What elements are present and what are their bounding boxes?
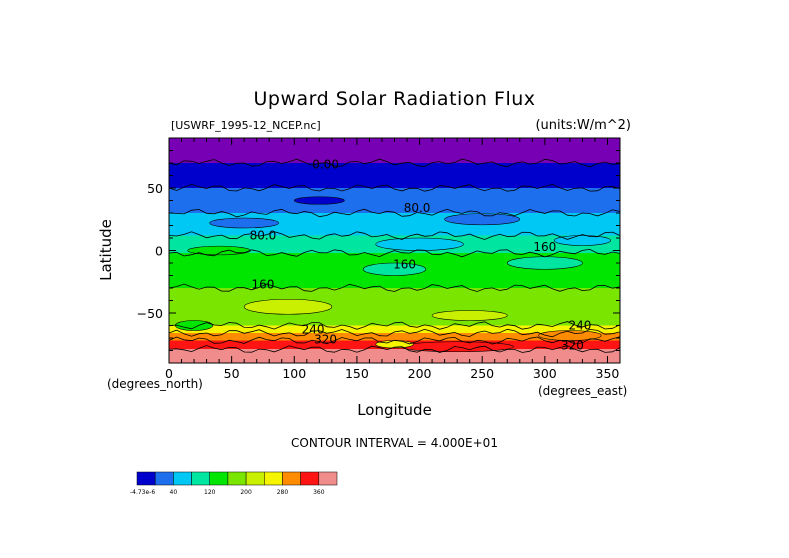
zonal-band bbox=[169, 333, 620, 341]
contour-line bbox=[169, 183, 620, 192]
contour-feature bbox=[293, 196, 345, 205]
contour-line bbox=[169, 283, 620, 292]
contour-feature bbox=[243, 298, 333, 315]
colorbar-segment bbox=[191, 471, 210, 486]
contour-line bbox=[169, 248, 620, 258]
contour-feature bbox=[553, 235, 611, 246]
x-tick-label: 100 bbox=[282, 366, 306, 381]
contour-label: 320 bbox=[561, 339, 584, 353]
colorbar-segment bbox=[318, 471, 338, 486]
colorbar-segment bbox=[173, 471, 192, 486]
contour-label: 80.0 bbox=[404, 201, 431, 215]
x-tick-label: 150 bbox=[345, 366, 369, 381]
colorbar-segment bbox=[209, 471, 229, 486]
x-tick-label: 0 bbox=[165, 366, 173, 381]
colorbar-label: 120 bbox=[204, 489, 216, 496]
contour-label: 240 bbox=[302, 322, 325, 336]
zonal-band bbox=[169, 188, 620, 213]
zonal-band bbox=[169, 325, 620, 333]
contour-feature bbox=[538, 330, 602, 341]
contour-feature bbox=[375, 237, 464, 251]
contour-feature bbox=[431, 310, 508, 321]
x-axis-unit: (degrees_east) bbox=[538, 384, 628, 398]
x-tick-label: 50 bbox=[224, 366, 240, 381]
contour-line bbox=[169, 345, 620, 353]
contour-feature bbox=[174, 320, 214, 331]
contour-label: 160 bbox=[533, 240, 556, 254]
colorbar-segment bbox=[227, 471, 247, 486]
contour-feature bbox=[362, 262, 427, 276]
x-tick-label: 300 bbox=[533, 366, 557, 381]
colorbar-segment bbox=[282, 471, 301, 486]
y-tick-label: −50 bbox=[137, 306, 163, 321]
contour-line bbox=[169, 328, 620, 338]
source-file-label: [USWRF_1995-12_NCEP.nc] bbox=[171, 119, 321, 132]
colorbar-label: 360 bbox=[313, 489, 325, 496]
colorbar-label: 40 bbox=[170, 489, 178, 496]
zonal-band bbox=[169, 288, 620, 326]
contour-feature bbox=[209, 217, 279, 229]
axis-ticks: 0 50 100 150 200 250 300 350 50 0 −50 bbox=[137, 137, 621, 381]
colorbar-segment bbox=[264, 471, 283, 486]
contour-label: 320 bbox=[314, 332, 337, 346]
y-tick-label: 50 bbox=[147, 181, 163, 196]
colorbar-segment bbox=[154, 471, 174, 486]
contour-label: 160 bbox=[252, 277, 275, 291]
y-tick-label: 0 bbox=[155, 244, 163, 259]
colorbar-segment bbox=[245, 471, 265, 486]
colorbar-label: 280 bbox=[277, 489, 289, 496]
contour-line bbox=[169, 336, 620, 345]
x-tick-label: 200 bbox=[408, 366, 432, 381]
zonal-band bbox=[169, 163, 620, 188]
contour-feature bbox=[444, 213, 521, 226]
contour-interval-label: CONTOUR INTERVAL = 4.000E+01 bbox=[291, 436, 498, 450]
contour-label: 0.00 bbox=[312, 157, 339, 171]
y-axis-label: Latitude bbox=[97, 219, 115, 281]
units-label: (units:W/m^2) bbox=[535, 118, 631, 133]
colorbar-segment bbox=[300, 471, 320, 486]
contour-label: 160 bbox=[393, 257, 416, 271]
colorbar-label: 200 bbox=[240, 489, 252, 496]
contour-line bbox=[169, 208, 620, 218]
colorbar: -4.73e-6 40 120 200 280 360 bbox=[130, 471, 338, 496]
contour-label: 80.0 bbox=[250, 229, 277, 243]
y-axis-unit: (degrees_north) bbox=[107, 377, 203, 391]
chart-title: Upward Solar Radiation Flux bbox=[253, 88, 536, 110]
x-axis-label: Longitude bbox=[357, 401, 432, 419]
contour-label: 240 bbox=[568, 319, 591, 333]
colorbar-label: -4.73e-6 bbox=[130, 489, 155, 496]
contour-line bbox=[169, 321, 620, 330]
contour-line bbox=[169, 231, 620, 240]
contour-feature bbox=[506, 256, 583, 270]
colorbar-segment bbox=[136, 471, 156, 486]
x-tick-label: 350 bbox=[596, 366, 620, 381]
contour-line bbox=[169, 158, 620, 168]
x-tick-label: 250 bbox=[470, 366, 494, 381]
